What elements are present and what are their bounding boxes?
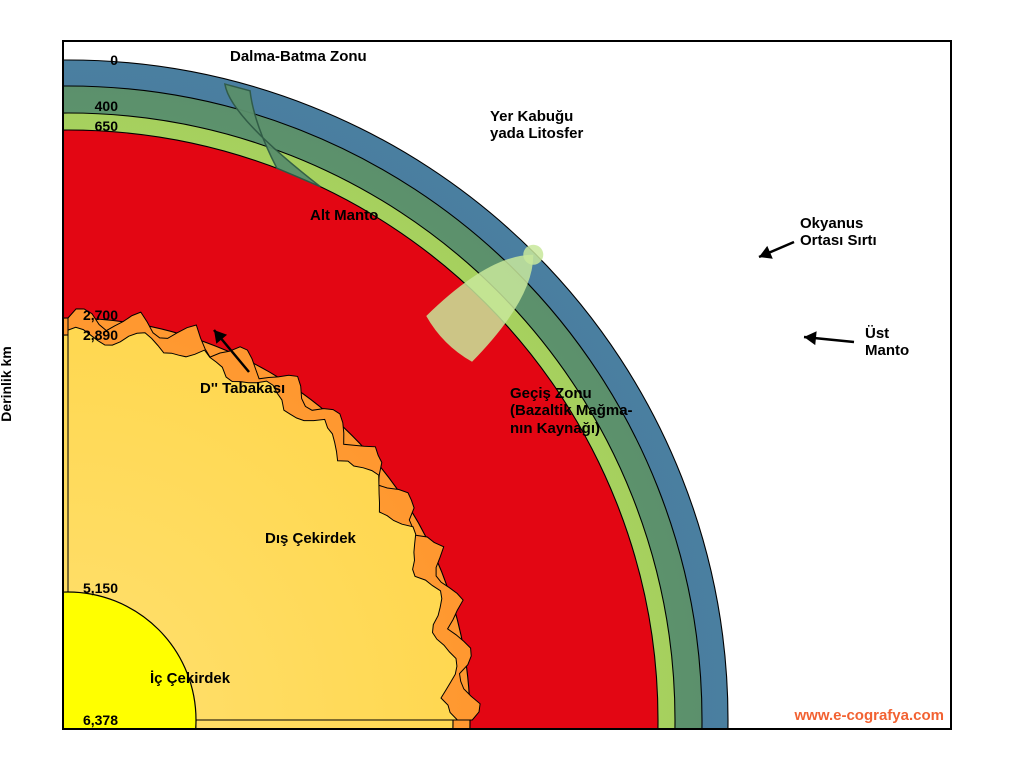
label-upper-mantle: Üst Manto xyxy=(865,325,909,360)
label-lower-mantle: Alt Manto xyxy=(310,207,378,224)
diagram-frame xyxy=(62,40,952,730)
label-outer-core: Dış Çekirdek xyxy=(265,530,356,547)
earth-cross-section xyxy=(64,42,950,728)
tick-label: 2,700 xyxy=(68,307,118,323)
label-subduction: Dalma-Batma Zonu xyxy=(230,48,367,65)
tick-label: 6,378 xyxy=(68,712,118,728)
watermark: www.e-cografya.com xyxy=(795,707,945,724)
label-crust: Yer Kabuğu yada Litosfer xyxy=(490,108,583,143)
axis-title: Derinlik km xyxy=(0,346,14,421)
tick-label: 650 xyxy=(68,118,118,134)
tick-label: 5,150 xyxy=(68,580,118,596)
tick-label: 0 xyxy=(68,52,118,68)
label-ridge: Okyanus Ortası Sırtı xyxy=(800,215,877,250)
tick-label: 400 xyxy=(68,98,118,114)
tick-label: 2,890 xyxy=(68,327,118,343)
label-d-layer: D'' Tabakası xyxy=(200,380,285,397)
label-inner-core: İç Çekirdek xyxy=(150,670,230,687)
label-transition: Geçiş Zonu (Bazaltik Mağma- nın Kaynağı) xyxy=(510,385,633,437)
